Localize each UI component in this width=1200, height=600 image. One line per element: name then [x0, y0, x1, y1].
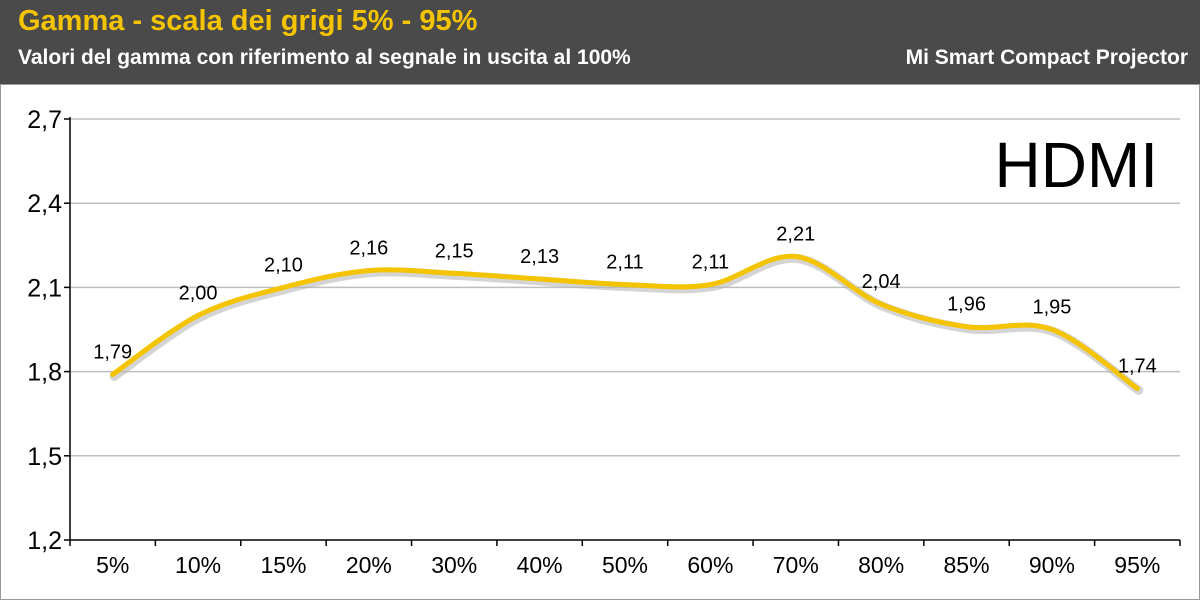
x-tick-labels: 5% 10% 15% 20% 30% 40% 50% 60% 70% 80% 85% 90% 95% [96, 552, 1160, 578]
x-tick-label: 60% [687, 552, 733, 578]
data-point [707, 282, 713, 288]
y-tick-label: 1,8 [27, 359, 62, 387]
data-point [793, 254, 799, 260]
data-label: 2,04 [862, 271, 901, 293]
data-label: 2,16 [349, 238, 388, 260]
chart-subtitle: Valori del gamma con riferimento al segn… [18, 46, 631, 69]
x-tick-label: 15% [260, 552, 306, 578]
x-tick-label: 95% [1114, 552, 1160, 578]
y-tick-label: 1,2 [27, 527, 62, 555]
data-label: 2,13 [520, 246, 559, 268]
data-label: 2,10 [264, 254, 303, 276]
x-tick-label: 50% [602, 552, 648, 578]
x-tick-label: 20% [346, 552, 392, 578]
data-point [622, 282, 628, 288]
data-point [366, 268, 372, 274]
data-point [451, 270, 457, 276]
x-tick-label: 80% [858, 552, 904, 578]
x-tick-label: 5% [96, 552, 129, 578]
y-tick-label: 2,4 [27, 190, 62, 218]
data-point [1134, 385, 1140, 391]
x-tick-label: 85% [944, 552, 990, 578]
data-label: 2,15 [435, 240, 474, 262]
data-label: 1,74 [1118, 355, 1157, 377]
data-point [537, 276, 543, 282]
axes [64, 117, 1181, 546]
y-tick-label: 2,1 [27, 274, 62, 302]
data-point [1049, 327, 1055, 332]
x-tick-label: 40% [517, 552, 563, 578]
data-label: 1,95 [1032, 297, 1071, 319]
data-label: 2,21 [776, 224, 815, 246]
chart-title: Gamma - scala dei grigi 5% - 95% [18, 5, 478, 37]
data-label: 2,00 [179, 282, 218, 304]
data-point [195, 312, 201, 318]
hdmi-annotation: HDMI [994, 129, 1158, 201]
gamma-line-chart: 1,2 1,5 1,8 2,1 2,4 2,7 5% 10% 15% 20% 30% 40% 50% 6… [0, 84, 1200, 600]
data-point [110, 371, 116, 377]
x-tick-label: 70% [773, 552, 819, 578]
grid-lines [70, 118, 1180, 457]
y-tick-label: 1,5 [27, 443, 62, 471]
data-label: 2,11 [606, 252, 643, 274]
chart-frame [0, 84, 1200, 600]
gamma-series [109, 253, 1144, 395]
data-point [964, 324, 970, 330]
device-name: Mi Smart Compact Projector [905, 46, 1188, 69]
data-labels: 1,79 2,00 2,10 2,16 2,15 2,13 2,11 2,11 2,21 2,04… [93, 224, 1157, 378]
chart-header: Gamma - scala dei grigi 5% - 95% Valori … [0, 0, 1200, 84]
data-point [280, 284, 286, 290]
data-label: 1,79 [93, 341, 132, 363]
y-tick-labels: 1,2 1,5 1,8 2,1 2,4 2,7 [27, 106, 62, 555]
data-label: 2,11 [692, 252, 729, 274]
x-tick-label: 90% [1029, 552, 1075, 578]
data-point [878, 301, 884, 307]
data-label: 1,96 [947, 294, 986, 316]
y-tick-label: 2,7 [27, 106, 62, 134]
x-tick-label: 30% [431, 552, 477, 578]
x-tick-label: 10% [175, 552, 221, 578]
